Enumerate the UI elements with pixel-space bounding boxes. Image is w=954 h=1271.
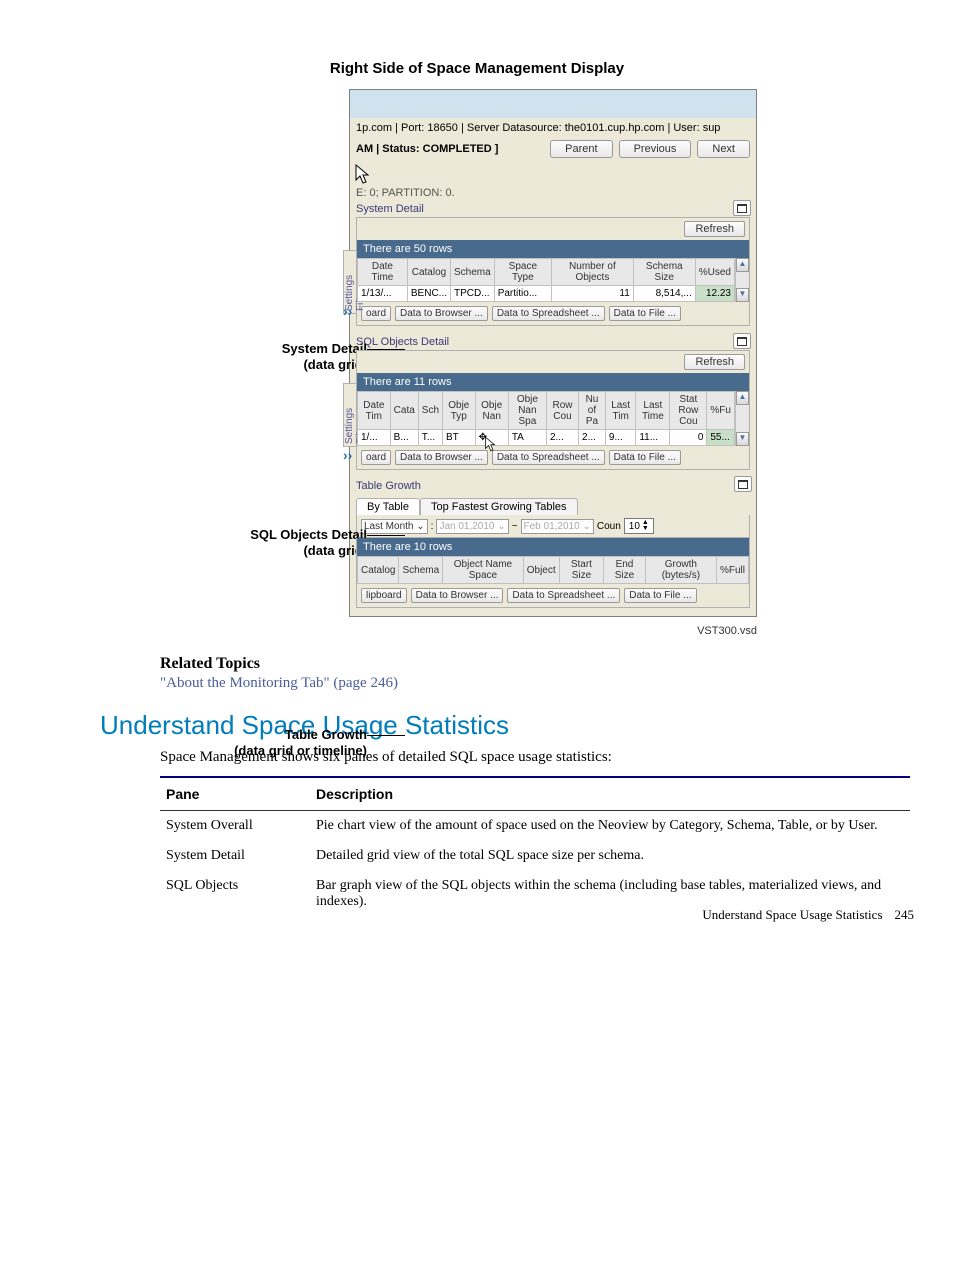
refresh-button[interactable]: Refresh — [684, 221, 745, 237]
label-table-growth: Table Growth(data grid or timeline) — [177, 727, 367, 758]
col-pane: Pane — [160, 777, 310, 811]
parent-button[interactable]: Parent — [550, 140, 612, 158]
range-select[interactable]: Last Month ⌄ — [361, 519, 428, 534]
cursor-icon — [354, 164, 370, 184]
data-to-spreadsheet-button[interactable]: Data to Spreadsheet ... — [507, 588, 620, 603]
table-row: 1/...B...T... BT ✥ TA2...2... 9...11... … — [358, 430, 735, 446]
sql-objects-panel: Filter Settings ›› Refresh There are 11 … — [356, 350, 750, 470]
cursor-icon — [484, 436, 498, 454]
tab-fastest-growing[interactable]: Top Fastest Growing Tables — [420, 498, 578, 515]
table-growth-title: Table Growth — [350, 478, 756, 494]
clipboard-button[interactable]: oard — [361, 450, 391, 465]
header-datasource: 1p.com | Port: 18650 | Server Datasource… — [350, 118, 756, 138]
previous-button[interactable]: Previous — [619, 140, 692, 158]
callout-line — [367, 535, 405, 536]
data-to-file-button[interactable]: Data to File ... — [609, 306, 681, 321]
page-footer: Understand Space Usage Statistics245 — [702, 907, 914, 923]
figure-source: VST300.vsd — [197, 625, 757, 637]
v-scrollbar[interactable]: ▲▼ — [735, 391, 749, 446]
data-to-browser-button[interactable]: Data to Browser ... — [395, 450, 488, 465]
expand-icon[interactable]: ›› — [343, 447, 352, 463]
clipboard-button[interactable]: lipboard — [361, 588, 407, 603]
sql-objects-grid: Date TimCataSch Obje TypObje NanObje Nan… — [357, 391, 735, 446]
row-count: There are 50 rows — [357, 240, 749, 258]
table-growth-panel: There are 10 rows CatalogSchemaObject Na… — [356, 538, 750, 608]
partition-text: E: 0; PARTITION: 0. — [350, 187, 756, 201]
figure-title: Right Side of Space Management Display — [40, 60, 914, 77]
maximize-icon[interactable] — [733, 333, 751, 349]
v-scrollbar[interactable]: ▲▼ — [735, 258, 749, 302]
table-row: System OverallPie chart view of the amou… — [160, 811, 910, 842]
table-growth-grid: CatalogSchemaObject Name Space ObjectSta… — [357, 556, 749, 584]
related-link[interactable]: "About the Monitoring Tab" (page 246) — [160, 675, 914, 692]
table-row: 1/13/...BENC... TPCD...Partitio... 11 8,… — [358, 286, 735, 302]
refresh-button[interactable]: Refresh — [684, 354, 745, 370]
sql-objects-title: SQL Objects Detail — [350, 334, 756, 350]
count-spinner[interactable]: 10 ▲▼ — [624, 518, 654, 534]
expand-icon[interactable]: ›› — [343, 303, 352, 319]
data-to-browser-button[interactable]: Data to Browser ... — [395, 306, 488, 321]
data-to-file-button[interactable]: Data to File ... — [624, 588, 696, 603]
system-detail-title: System Detail — [350, 201, 756, 217]
filter-settings-tab[interactable]: Filter Settings — [343, 383, 357, 447]
label-system-detail: System Detail(data grid) — [177, 341, 367, 372]
maximize-icon[interactable] — [734, 476, 752, 492]
next-button[interactable]: Next — [697, 140, 750, 158]
system-detail-grid: Date TimeCatalog SchemaSpace Type Number… — [357, 258, 735, 302]
to-date[interactable]: Feb 01,2010 ⌄ — [521, 519, 594, 534]
label-sql-objects-detail: SQL Objects Detail(data grid) — [177, 527, 367, 558]
data-to-spreadsheet-button[interactable]: Data to Spreadsheet ... — [492, 306, 605, 321]
col-description: Description — [310, 777, 910, 811]
count-label: Coun — [597, 521, 621, 532]
panes-table: Pane Description System OverallPie chart… — [160, 776, 910, 917]
tab-by-table[interactable]: By Table — [356, 498, 420, 515]
row-count: There are 11 rows — [357, 373, 749, 391]
row-count: There are 10 rows — [357, 538, 749, 556]
data-to-spreadsheet-button[interactable]: Data to Spreadsheet ... — [492, 450, 605, 465]
callout-line — [367, 735, 405, 736]
maximize-icon[interactable] — [733, 200, 751, 216]
system-detail-panel: Filter Settings ›› Refresh There are 50 … — [356, 217, 750, 326]
table-row: System DetailDetailed grid view of the t… — [160, 841, 910, 871]
data-to-file-button[interactable]: Data to File ... — [609, 450, 681, 465]
from-date[interactable]: Jan 01,2010 ⌄ — [436, 519, 508, 534]
status-text: AM | Status: COMPLETED ] — [356, 143, 498, 155]
related-topics-heading: Related Topics — [160, 655, 914, 673]
data-to-browser-button[interactable]: Data to Browser ... — [411, 588, 504, 603]
app-window: 1p.com | Port: 18650 | Server Datasource… — [349, 89, 757, 617]
